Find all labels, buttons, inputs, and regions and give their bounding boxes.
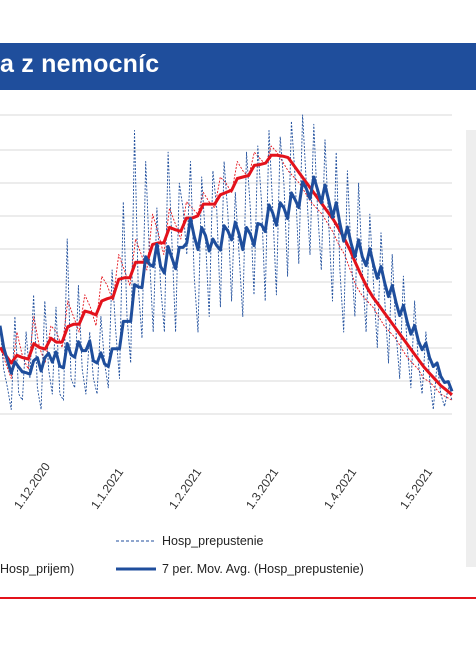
- x-tick-label: 1.4.2021: [321, 465, 359, 512]
- legend-label-hosp-prepustenie: Hosp_prepustenie: [162, 534, 264, 548]
- x-tick-label: 1.12.2020: [11, 460, 53, 512]
- series-layer: [0, 114, 454, 410]
- legend-label-mov-avg-prepustenie: 7 per. Mov. Avg. (Hosp_prepustenie): [162, 562, 364, 576]
- series-hosp-prepustenie: [0, 114, 453, 410]
- legend-label-hosp-prijem-avg: Hosp_prijem): [0, 562, 75, 576]
- page-title: a z nemocníc: [0, 50, 160, 78]
- series-mov-avg-prepustenie: [0, 175, 454, 392]
- x-tick-label: 1.5.2021: [397, 465, 435, 512]
- legend-swatches: [116, 540, 156, 571]
- bottom-divider: [0, 597, 476, 599]
- x-tick-label: 1.1.2021: [88, 465, 126, 512]
- x-tick-label: 1.3.2021: [243, 465, 281, 512]
- header-bar: [0, 43, 476, 90]
- side-panel: [466, 130, 476, 567]
- x-tick-label: 1.2.2021: [166, 465, 204, 512]
- series-mov-avg-prijem: [0, 153, 453, 396]
- series-hosp-prijem: [0, 145, 453, 401]
- x-tick-labels: 1.12.2020 1.1.2021 1.2.2021 1.3.2021 1.4.202…: [11, 460, 435, 512]
